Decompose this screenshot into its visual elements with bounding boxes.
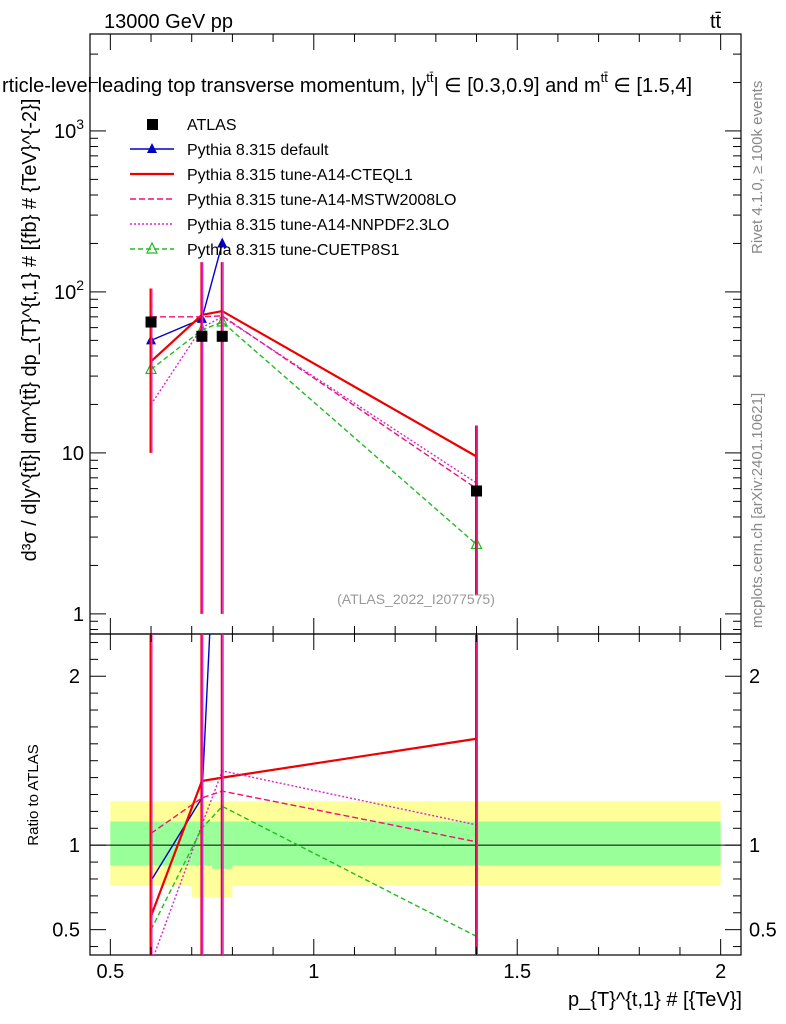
series-line-pythia-8-315-tune-a14-mstw2008lo xyxy=(150,790,477,843)
series-line-pythia-8-315-tune-cuetp8s1 xyxy=(150,321,477,545)
legend: ATLAS Pythia 8.315 default Pythia 8.315 tu… xyxy=(130,117,456,259)
tick-label: 1 xyxy=(308,961,319,983)
tick-label: 102 xyxy=(54,277,84,304)
energy-label: 13000 GeV pp xyxy=(104,11,233,33)
tick-label: 103 xyxy=(54,116,84,143)
ratio-panel: 0.5 0.5 1 1 2 2 0.5 1 1.5 2 xyxy=(52,34,777,983)
x-axis-label: p_{T}^{t,1} # [{TeV}] xyxy=(568,989,742,1011)
tick-label: 1.5 xyxy=(503,961,531,983)
series-line-pythia-8-315-tune-a14-cteql1 xyxy=(150,309,478,458)
legend-entry-label: Pythia 8.315 tune-CUETP8S1 xyxy=(187,242,400,259)
atlas-data-point xyxy=(471,485,483,497)
legend-symbol xyxy=(147,119,158,130)
process-label: tt̄ xyxy=(710,11,722,33)
atlas-data-point xyxy=(145,316,157,328)
legend-entry-label: Pythia 8.315 tune-A14-NNPDF2.3LO xyxy=(187,217,449,234)
main-y-axis-label: d³σ / d|y^{tt̄}| dm^{tt̄} dp_{T}^{t,1} #… xyxy=(19,99,41,562)
mcplots-label: mcplots.cern.ch [arXiv:2401.10621] xyxy=(749,393,766,628)
legend-entry-label: Pythia 8.315 tune-A14-MSTW2008LO xyxy=(187,192,456,209)
tick-label: 1 xyxy=(73,604,84,626)
legend-entry-label: ATLAS xyxy=(187,117,237,134)
tick-label: 0.5 xyxy=(96,961,124,983)
tick-label: 2 xyxy=(69,666,80,688)
legend-entry-label: Pythia 8.315 default xyxy=(187,142,329,159)
tick-label: 2 xyxy=(715,961,726,983)
series-line-pythia-8-315-tune-a14-nnpdf2-3lo xyxy=(153,770,477,955)
tick-label: 0.5 xyxy=(52,920,80,942)
analysis-watermark: (ATLAS_2022_I2077575) xyxy=(337,591,495,607)
tick-label: 2 xyxy=(749,666,760,688)
tick-label: 1 xyxy=(69,835,80,857)
tick-label: 1 xyxy=(749,835,760,857)
rivet-version-label: Rivet 4.1.0, ≥ 100k events xyxy=(749,81,766,254)
atlas-data-point xyxy=(216,330,228,342)
ratio-y-axis-label: Ratio to ATLAS xyxy=(25,744,42,845)
series-marker xyxy=(150,962,153,965)
atlas-data-point xyxy=(196,330,208,342)
legend-entry-label: Pythia 8.315 tune-A14-CTEQL1 xyxy=(187,167,413,184)
plot-title: rticle-level leading top transverse mome… xyxy=(2,70,692,97)
series-line-pythia-8-315-tune-cuetp8s1 xyxy=(150,805,477,938)
tick-label: 0.5 xyxy=(749,920,777,942)
series-marker xyxy=(217,237,228,248)
tick-label: 10 xyxy=(62,443,84,465)
series-line-pythia-8-315-tune-a14-cteql1 xyxy=(150,737,477,917)
panel-frame xyxy=(89,633,742,956)
